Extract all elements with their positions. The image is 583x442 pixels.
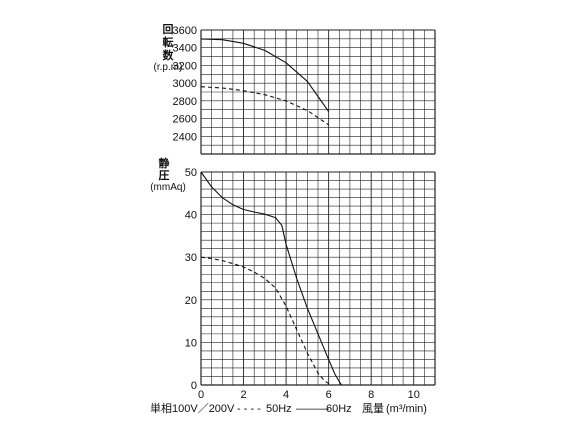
legend-dash-sample: - - - -: [237, 403, 261, 415]
legend-prefix: 単相100V／200V: [150, 401, 235, 415]
top-y-tick-label: 3600: [173, 25, 197, 37]
top-panel-grid: [200, 29, 436, 155]
x-tick-label: 8: [368, 389, 374, 401]
top-y-tick-label: 2400: [173, 131, 197, 143]
bottom-yunit: (mmAq): [150, 182, 186, 193]
top-y-tick-label: 2600: [173, 114, 197, 126]
top-y-tick-label: 3000: [173, 78, 197, 90]
top-yunit: (r.p.m): [154, 62, 183, 73]
top-y-tick-label: 3400: [173, 43, 197, 55]
rpm-series-50Hz-line: [200, 86, 329, 126]
x-tick-label: 0: [198, 389, 204, 401]
bottom-y-tick-label: 50: [185, 167, 197, 179]
top-y-tick-label: 2800: [173, 96, 197, 108]
legend-solid-sample: ———: [296, 403, 329, 415]
bottom-y-tick-label: 10: [185, 337, 197, 349]
x-tick-label: 6: [326, 389, 332, 401]
bottom-y-tick-label: 30: [185, 252, 197, 264]
pressure-series-60Hz-line: [200, 171, 342, 386]
x-tick-label: 4: [283, 389, 289, 401]
bottom-y-tick-label: 20: [185, 295, 197, 307]
top-ylabel-char-2: 転: [163, 35, 174, 49]
top-ylabel-char-1: 回: [163, 22, 174, 36]
x-tick-label: 2: [240, 389, 246, 401]
x-axis-label: 風量: [362, 402, 384, 415]
x-axis-unit: (m³/min): [386, 403, 427, 415]
legend-solid-label: 60Hz: [326, 403, 352, 415]
top-ylabel-char-3: 数: [163, 48, 175, 62]
series-layer: [200, 38, 342, 386]
legend-dash-label: 50Hz: [266, 403, 292, 415]
pressure-series-50Hz-line: [200, 256, 332, 386]
bottom-y-tick-label: 40: [185, 210, 197, 222]
axes-layer: 回 転 数 (r.p.m) 静 圧 (mmAq) 単相100V／200V - -…: [150, 22, 427, 415]
x-tick-label: 10: [408, 389, 420, 401]
bottom-ylabel-char-1: 静: [159, 156, 170, 170]
bottom-y-tick-label: 0: [191, 380, 197, 392]
top-y-tick-label: 3200: [173, 60, 197, 72]
bottom-panel-grid: [200, 171, 436, 386]
rpm-series-60Hz-line: [200, 38, 330, 112]
bottom-ylabel-char-2: 圧: [159, 169, 170, 182]
